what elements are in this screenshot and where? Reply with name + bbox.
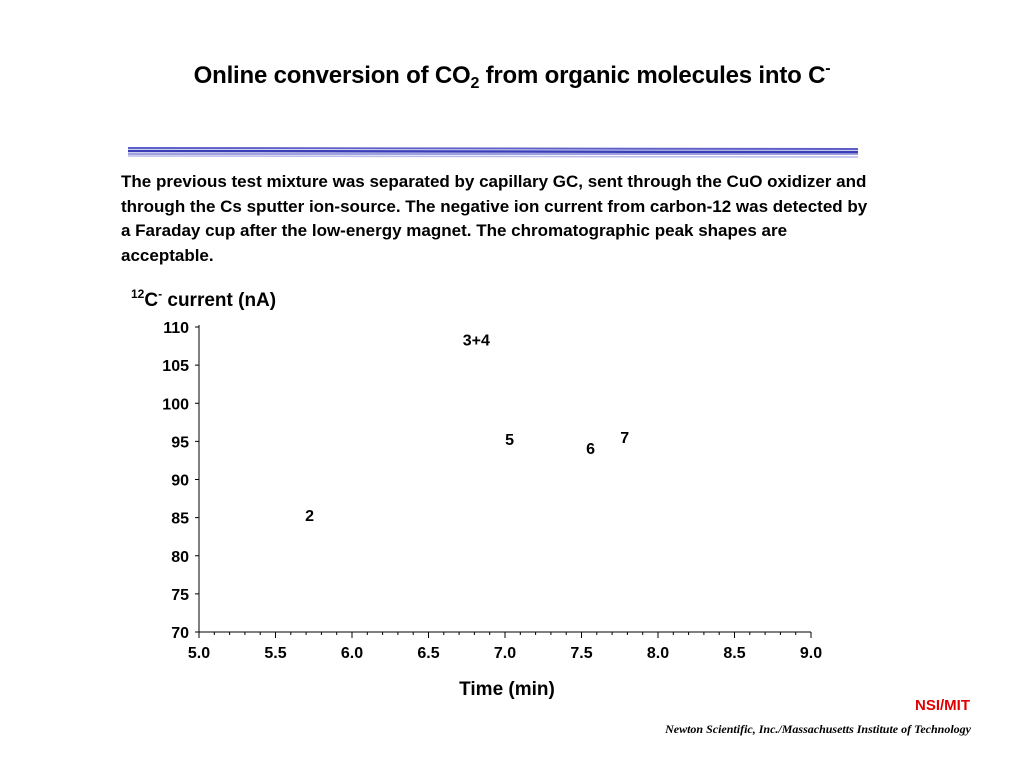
title-text-rest: from organic molecules into C bbox=[479, 62, 826, 89]
y-axis-label-isotope: 12 bbox=[131, 287, 145, 301]
peak-label: 6 bbox=[586, 441, 595, 458]
x-tick-label: 9.0 bbox=[800, 645, 822, 662]
y-axis-label: 12C- current (nA) bbox=[131, 287, 276, 312]
x-axis-label: Time (min) bbox=[459, 679, 555, 700]
y-tick-label: 75 bbox=[171, 587, 189, 604]
slide-title: Online conversion of CO2 from organic mo… bbox=[0, 60, 1024, 93]
x-tick-label: 6.0 bbox=[341, 645, 363, 662]
x-tick-label: 5.0 bbox=[188, 645, 210, 662]
y-tick-label: 80 bbox=[171, 549, 189, 566]
footer-credit: Newton Scientific, Inc./Massachusetts In… bbox=[665, 722, 971, 736]
x-tick-label: 6.5 bbox=[417, 645, 439, 662]
title-text: Online conversion of CO bbox=[193, 62, 471, 89]
y-tick-label: 100 bbox=[162, 396, 189, 413]
peak-label: 7 bbox=[620, 430, 629, 447]
x-tick-label: 8.5 bbox=[723, 645, 745, 662]
title-superscript: - bbox=[825, 60, 831, 77]
y-tick-label: 70 bbox=[171, 625, 189, 642]
x-tick-label: 5.5 bbox=[264, 645, 286, 662]
y-tick-label: 105 bbox=[162, 358, 189, 375]
peak-label: 2 bbox=[305, 508, 314, 525]
title-subscript: 2 bbox=[470, 75, 480, 92]
decorative-divider bbox=[128, 147, 858, 158]
x-tick-label: 8.0 bbox=[647, 645, 669, 662]
x-tick-label: 7.0 bbox=[494, 645, 516, 662]
footer-org: NSI/MIT bbox=[915, 697, 970, 714]
y-axis-label-charge: - bbox=[158, 287, 163, 301]
peak-label: 3+4 bbox=[463, 333, 490, 350]
y-tick-label: 85 bbox=[171, 511, 189, 528]
y-tick-label: 95 bbox=[171, 434, 189, 451]
y-axis-label-rest: current (nA) bbox=[162, 290, 277, 311]
y-tick-label: 110 bbox=[163, 320, 189, 337]
description-text: The previous test mixture was separated … bbox=[121, 172, 868, 265]
y-axis-label-element: C bbox=[144, 290, 159, 311]
peak-label: 5 bbox=[505, 432, 514, 449]
y-tick-label: 90 bbox=[171, 473, 189, 490]
x-tick-label: 7.5 bbox=[570, 645, 592, 662]
